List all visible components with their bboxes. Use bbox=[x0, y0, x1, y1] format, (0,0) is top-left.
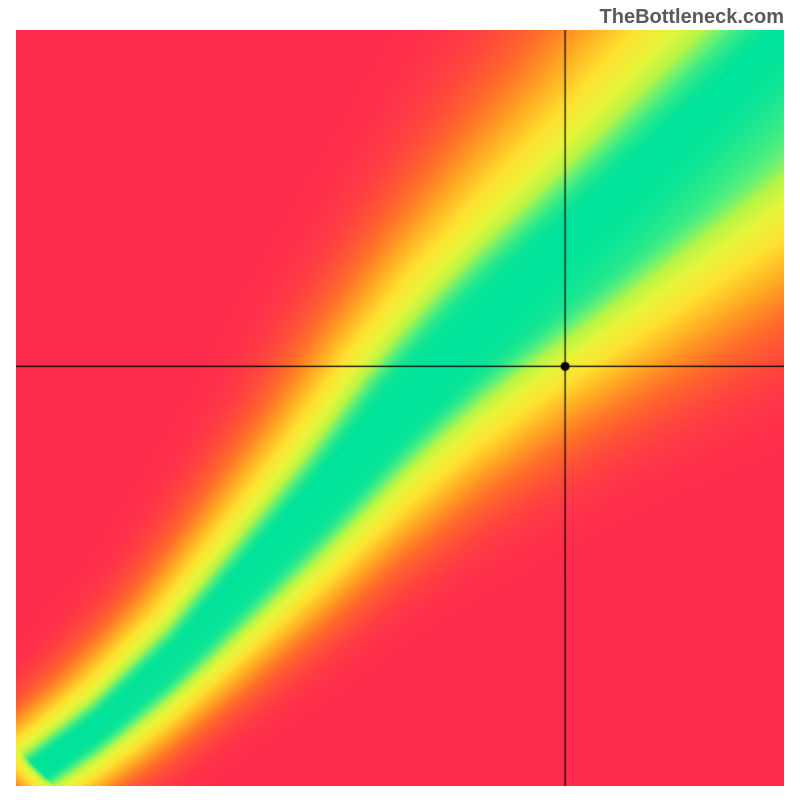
chart-container: TheBottleneck.com bbox=[0, 0, 800, 800]
bottleneck-heatmap bbox=[16, 30, 784, 786]
attribution-text: TheBottleneck.com bbox=[600, 6, 784, 29]
